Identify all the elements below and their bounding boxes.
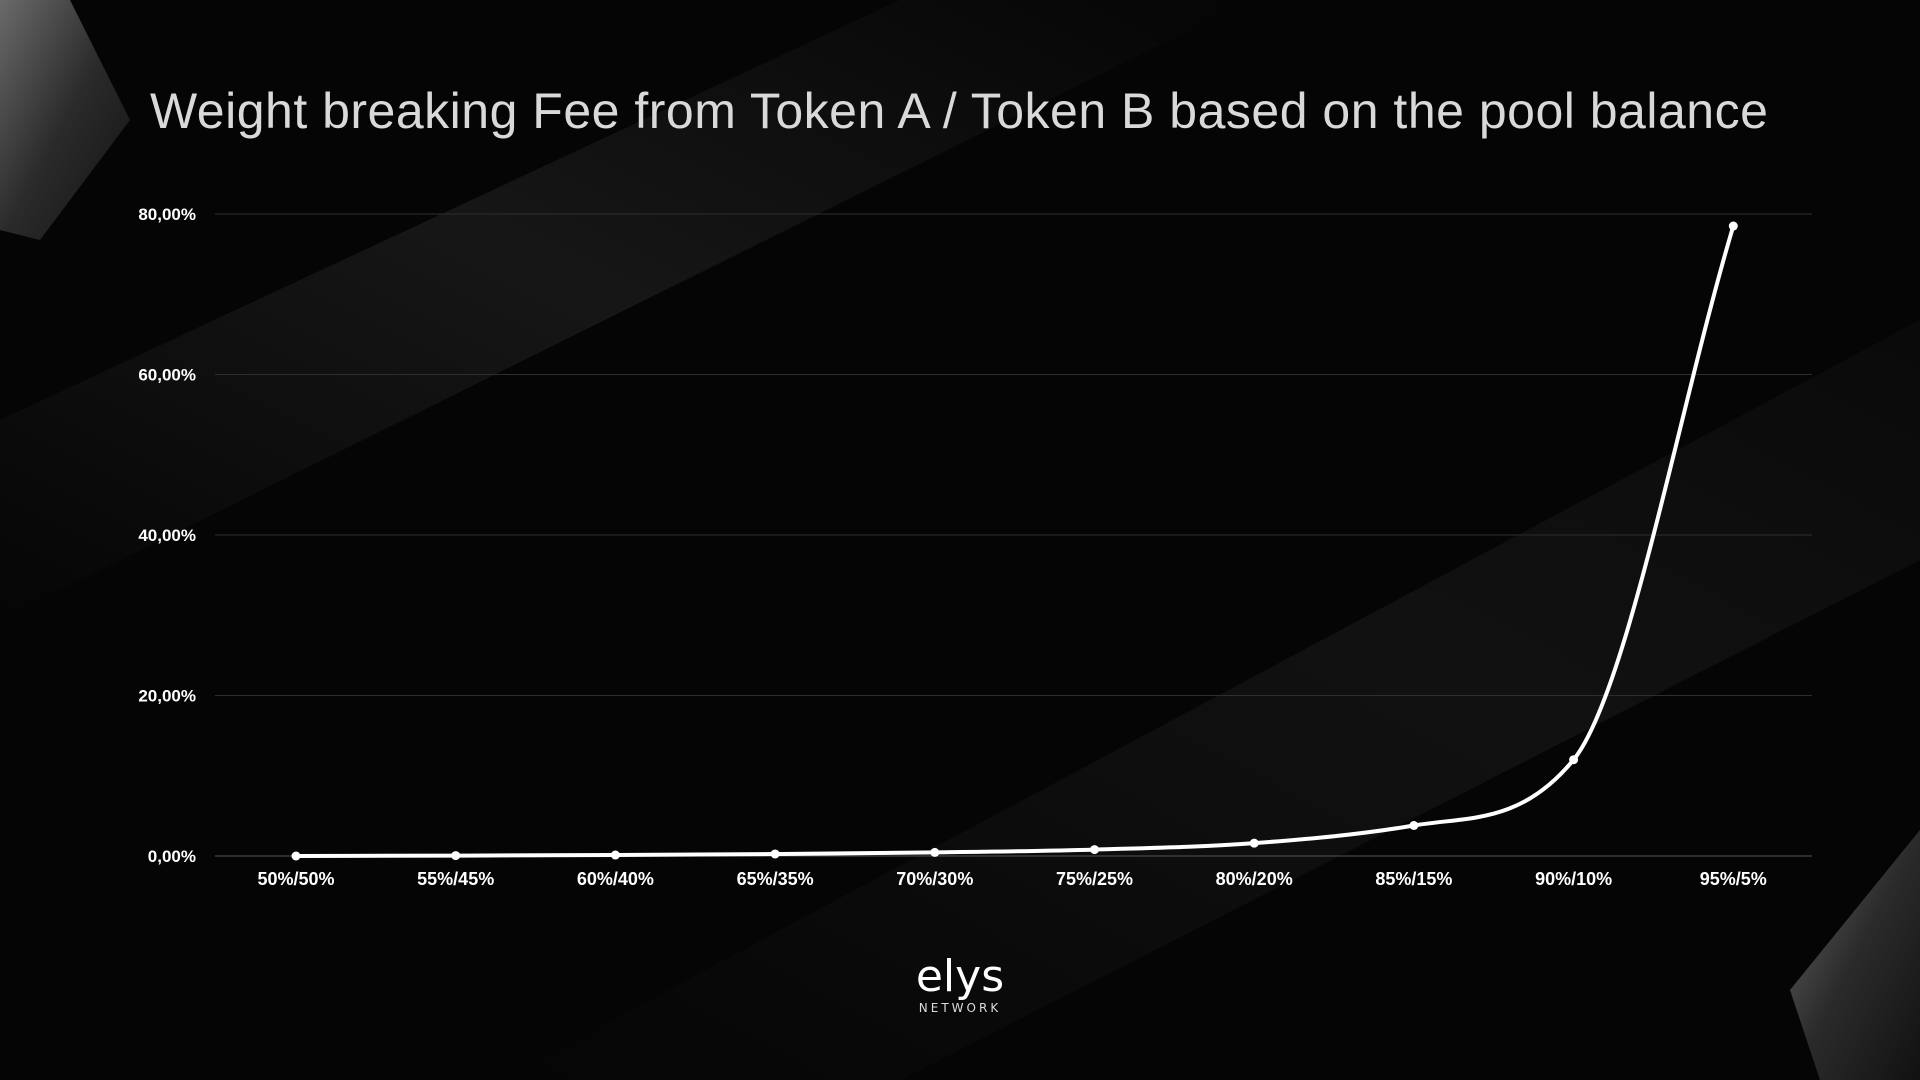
page-title: Weight breaking Fee from Token A / Token… — [150, 83, 1769, 139]
logo-word: elys — [915, 951, 1005, 1002]
data-point — [1569, 755, 1579, 765]
x-axis-ticks: 50%/50% 55%/45% 60%/40% 65%/35% 70%/30% 75%/2… — [257, 869, 1766, 889]
data-point — [1249, 838, 1259, 848]
x-tick-label: 55%/45% — [417, 869, 494, 889]
y-axis-ticks: 0,00% 20,00% 40,00% 60,00% 80,00% — [138, 205, 196, 866]
data-point — [291, 851, 301, 861]
data-point — [451, 851, 461, 861]
y-tick-label: 0,00% — [148, 847, 196, 866]
elys-network-logo: elys NETWORK — [860, 951, 1060, 1016]
data-point — [1409, 821, 1419, 831]
data-point — [610, 850, 620, 860]
data-point — [1728, 221, 1738, 231]
data-point — [1090, 845, 1099, 855]
x-tick-label: 80%/20% — [1216, 869, 1293, 889]
decor-cube-bottom-right — [1790, 830, 1920, 1080]
series-line — [294, 224, 1736, 858]
data-point — [930, 847, 940, 857]
x-tick-label: 90%/10% — [1535, 869, 1612, 889]
grid-lines — [215, 213, 1812, 857]
x-tick-label: 75%/25% — [1056, 869, 1133, 889]
y-tick-label: 80,00% — [138, 205, 196, 224]
x-tick-label: 65%/35% — [737, 869, 814, 889]
decor-cube-top-left — [0, 0, 130, 240]
data-points — [291, 221, 1738, 861]
y-tick-label: 20,00% — [138, 687, 196, 706]
y-tick-label: 40,00% — [138, 526, 196, 545]
x-tick-label: 85%/15% — [1375, 869, 1452, 889]
x-tick-label: 95%/5% — [1700, 869, 1767, 889]
data-point — [770, 849, 780, 859]
x-tick-label: 70%/30% — [896, 869, 973, 889]
x-tick-label: 50%/50% — [257, 869, 334, 889]
x-tick-label: 60%/40% — [577, 869, 654, 889]
y-tick-label: 60,00% — [138, 366, 196, 385]
logo-subtitle: NETWORK — [918, 1001, 1002, 1015]
